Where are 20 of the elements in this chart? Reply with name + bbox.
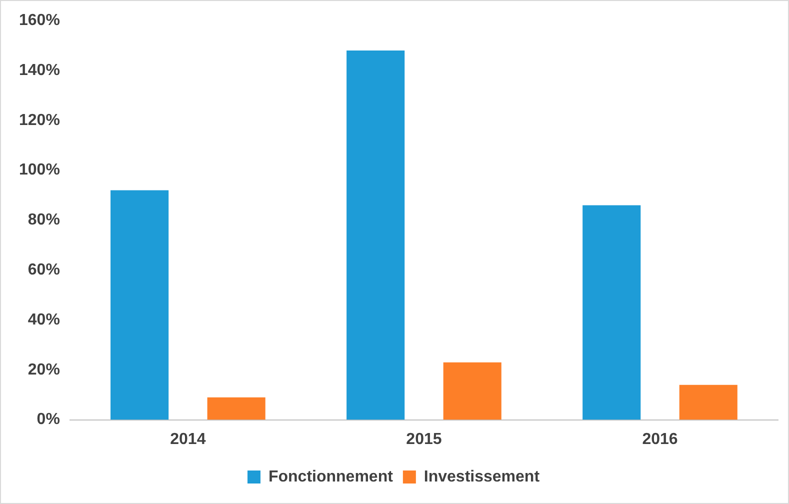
y-tick-label: 120% — [19, 112, 60, 129]
bar — [110, 190, 169, 420]
bar — [679, 384, 738, 420]
x-tick-label: 2015 — [406, 430, 442, 448]
y-tick-label: 140% — [19, 62, 60, 79]
y-tick-label: 0% — [36, 411, 60, 428]
bar — [346, 50, 405, 420]
bar — [582, 205, 641, 420]
bar — [443, 362, 502, 420]
bar — [207, 397, 266, 420]
x-tick-label: 2014 — [170, 430, 206, 448]
x-tick-label: 2016 — [642, 430, 678, 448]
y-tick-label: 60% — [28, 262, 60, 279]
y-tick-label: 40% — [28, 311, 60, 328]
y-tick-label: 100% — [19, 162, 60, 179]
y-tick-label: 20% — [28, 361, 60, 378]
y-tick-label: 80% — [28, 212, 60, 229]
legend-label: Fonctionnement — [268, 468, 394, 486]
legend-label: Investissement — [424, 468, 540, 486]
y-tick-label: 160% — [19, 12, 60, 30]
